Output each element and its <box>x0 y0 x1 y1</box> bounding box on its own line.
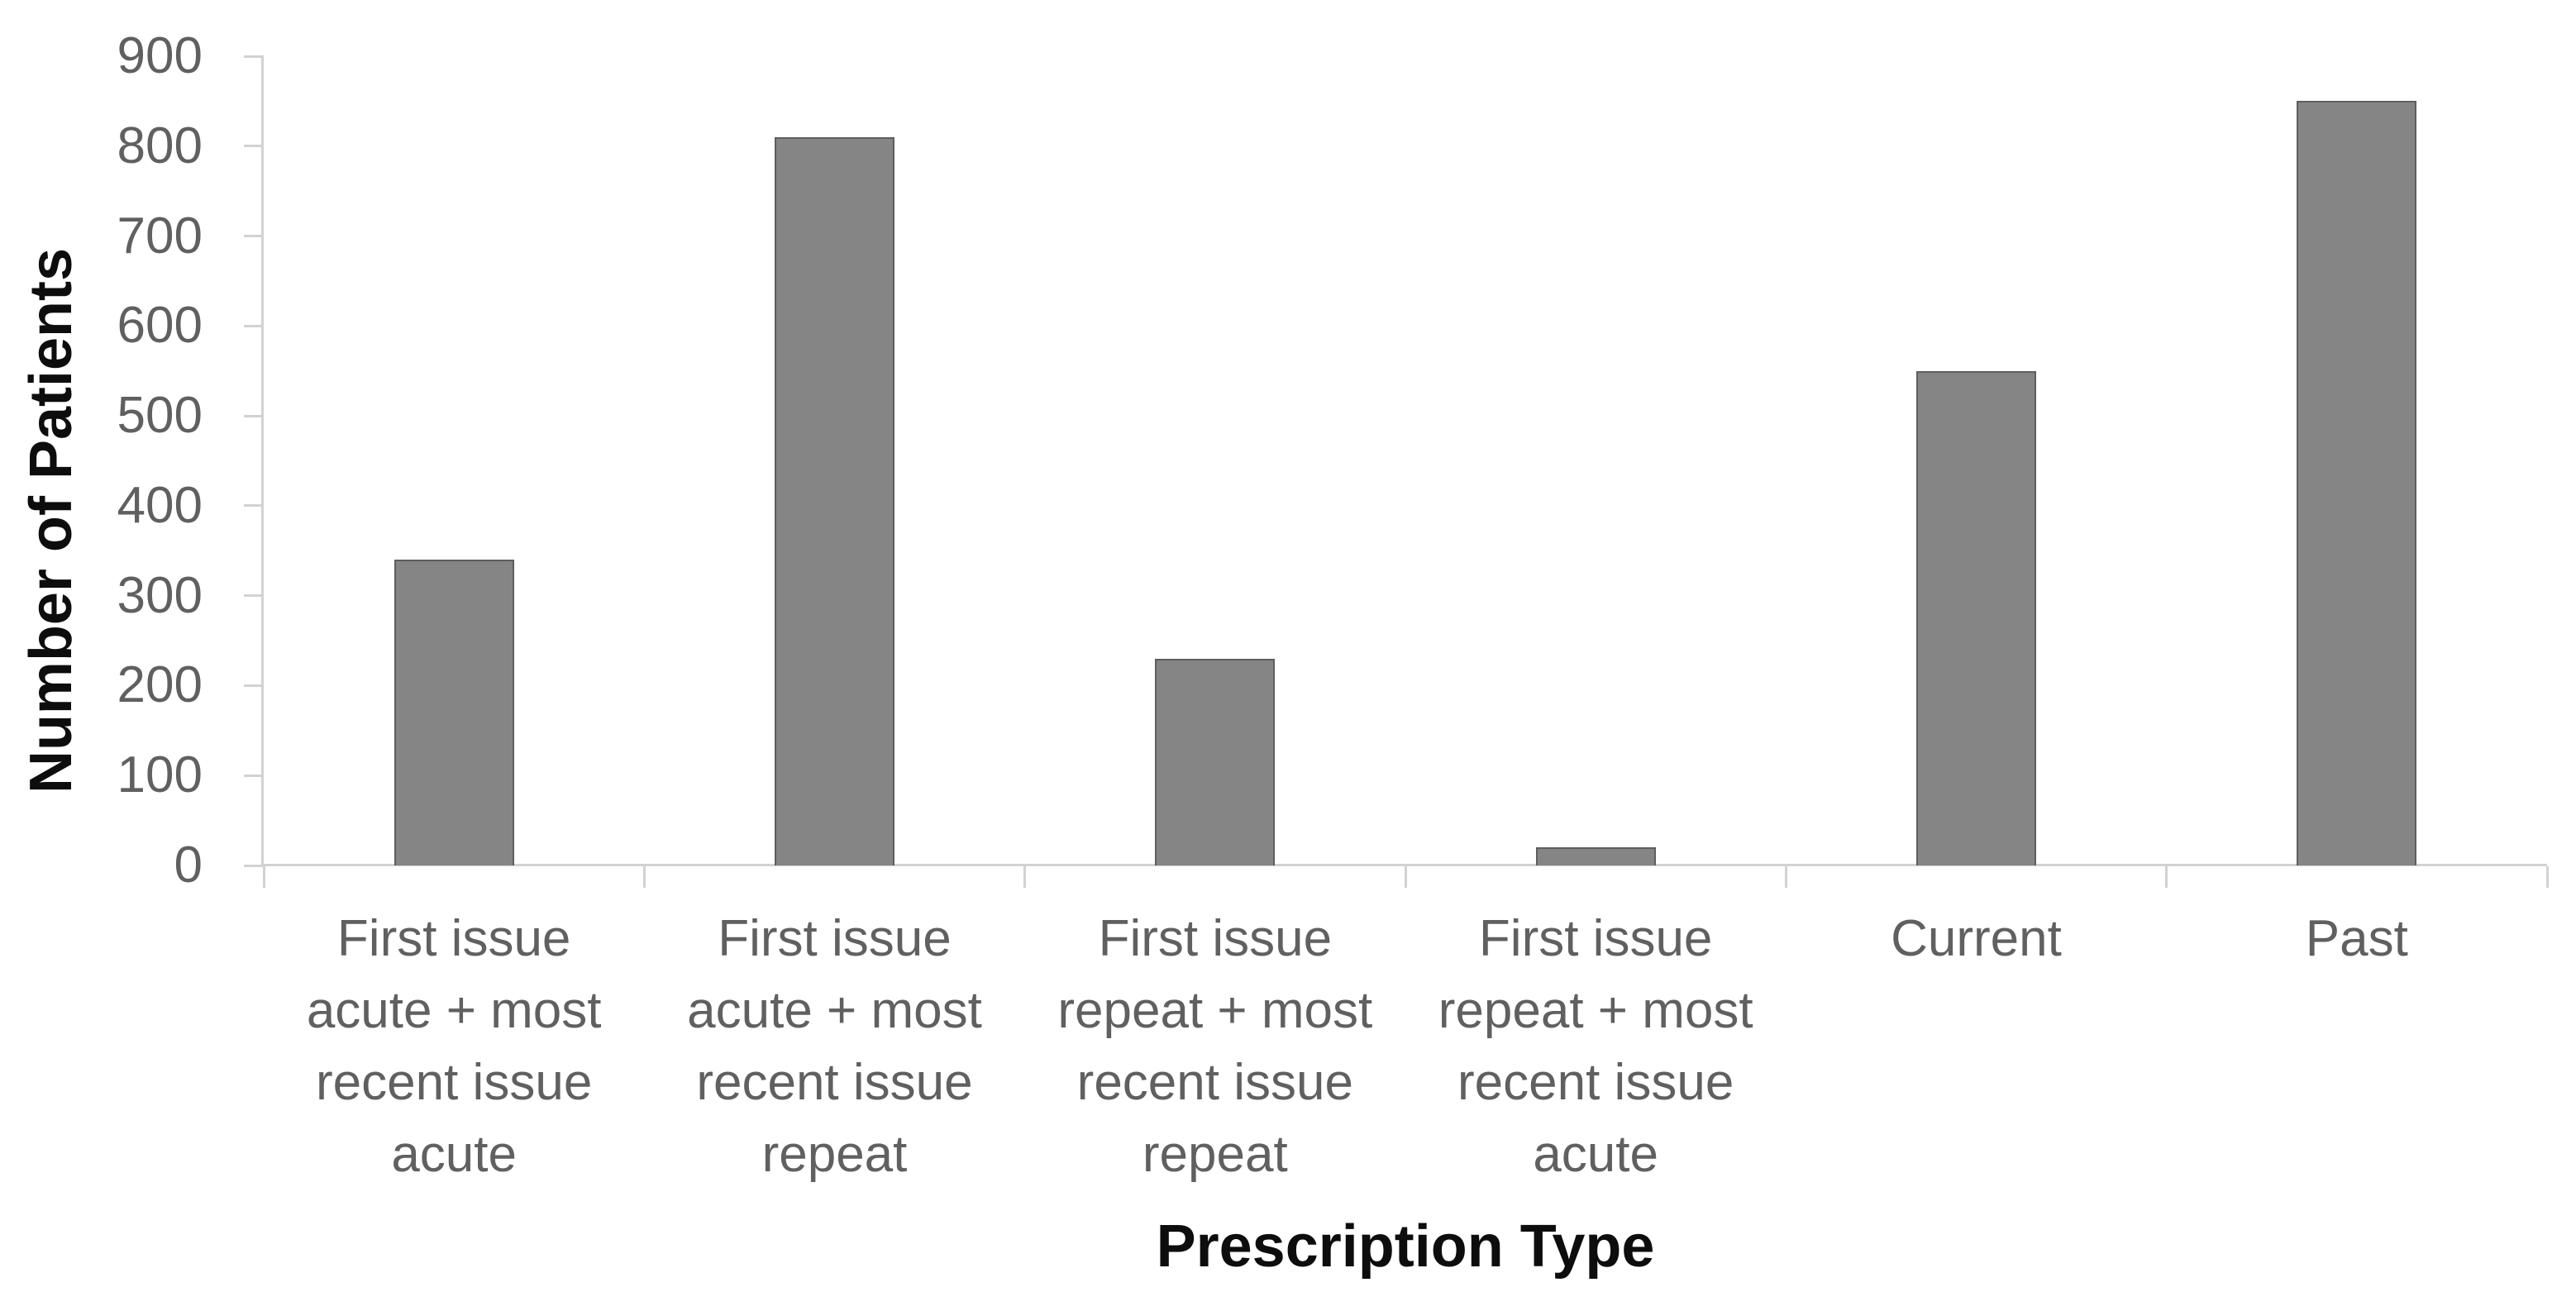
x-tick-mark <box>1784 866 1787 888</box>
category-slot <box>1405 56 1786 865</box>
y-tick-label: 200 <box>117 656 203 714</box>
y-tick-label: 900 <box>117 27 203 84</box>
y-tick-label: 0 <box>174 837 203 894</box>
x-tick-mark <box>2545 866 2549 888</box>
x-axis-title: Prescription Type <box>1156 1213 1655 1280</box>
y-tick-label: 600 <box>117 297 203 355</box>
bar <box>394 560 514 865</box>
y-tick-mark <box>244 774 264 777</box>
y-tick-label: 800 <box>117 117 203 174</box>
y-tick-label: 300 <box>117 566 203 624</box>
y-tick-mark <box>244 55 264 58</box>
category-slot <box>1025 56 1405 865</box>
y-tick-label: 700 <box>117 207 203 265</box>
y-tick-mark <box>244 145 264 148</box>
x-category-label: First issue repeat + most recent issue a… <box>1438 910 1753 1183</box>
y-tick-mark <box>244 235 264 238</box>
x-tick-mark <box>1023 866 1027 888</box>
category-slot <box>264 56 644 865</box>
x-category-label: First issue acute + most recent issue re… <box>687 910 982 1183</box>
x-category-label: Current <box>1891 910 2062 967</box>
bar <box>1535 847 1656 865</box>
x-tick-mark <box>262 866 265 888</box>
category-slot <box>1786 56 2166 865</box>
x-tick-mark <box>2165 866 2168 888</box>
x-category-label: Past <box>2305 910 2408 967</box>
y-tick-label: 500 <box>117 387 203 445</box>
bar <box>1155 658 1276 865</box>
bar <box>1915 370 2036 865</box>
y-tick-label: 100 <box>117 746 203 804</box>
y-tick-mark <box>244 414 264 417</box>
x-category-label: First issue repeat + most recent issue r… <box>1057 910 1373 1183</box>
y-tick-mark <box>244 684 264 687</box>
x-axis-line <box>261 864 2547 866</box>
category-slot <box>2167 56 2547 865</box>
x-tick-mark <box>642 866 646 888</box>
y-tick-mark <box>244 594 264 598</box>
y-tick-mark <box>244 864 264 867</box>
y-tick-label: 400 <box>117 476 203 534</box>
y-tick-mark <box>244 324 264 327</box>
bar <box>774 136 894 865</box>
category-slot <box>644 56 1024 865</box>
bar <box>2297 101 2417 865</box>
y-axis-line <box>261 56 264 865</box>
x-category-label: First issue acute + most recent issue ac… <box>306 910 602 1183</box>
x-tick-mark <box>1404 866 1407 888</box>
y-tick-mark <box>244 504 264 508</box>
